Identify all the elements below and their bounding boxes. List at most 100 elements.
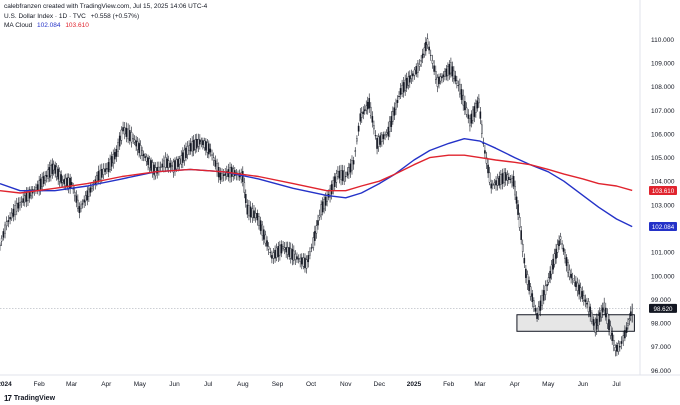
candle-body (269, 252, 272, 254)
x-tick-label: Sep (272, 381, 284, 388)
candle-body (393, 107, 396, 116)
candle-body (622, 335, 625, 342)
candle-body (576, 282, 579, 291)
candle-body (75, 195, 78, 203)
candle-body (297, 258, 300, 260)
candle-body (340, 170, 342, 180)
x-tick-label: Jul (612, 381, 621, 388)
candle-body (142, 153, 145, 157)
candle-body (401, 84, 403, 94)
candle-body (354, 150, 357, 152)
candle-body (0, 237, 3, 242)
candle-body (28, 189, 31, 199)
candle-body (109, 158, 111, 170)
candle-body (552, 258, 554, 270)
candle-body (333, 176, 336, 187)
candle-body (431, 60, 434, 64)
indicator-value-fast: 102.084 (37, 22, 61, 29)
tradingview-logo-icon: 17 (4, 394, 12, 403)
candle-body (492, 183, 494, 186)
x-tick-label: May (542, 381, 555, 388)
candle-body (454, 75, 457, 82)
candle-body (244, 194, 247, 204)
candle-body (122, 127, 124, 132)
candle-body (564, 252, 566, 260)
candle-body (374, 135, 377, 137)
tradingview-logo[interactable]: 17 TradingView (4, 394, 55, 403)
candle-body (192, 140, 195, 151)
y-tick-label: 103.000 (651, 202, 675, 209)
candle-body (369, 106, 372, 116)
candle-body (326, 195, 328, 202)
candle-body (352, 160, 355, 165)
candle-body (125, 127, 128, 137)
x-tick-label: Apr (101, 381, 112, 388)
candle-body (537, 306, 540, 316)
candle-body (83, 199, 85, 203)
candle-body (264, 234, 267, 244)
candle-body (148, 158, 151, 169)
candle-body (611, 332, 613, 341)
candle-body (97, 171, 100, 182)
candle-body (445, 68, 448, 77)
candle-body (156, 167, 159, 174)
candle-body (102, 168, 105, 175)
candle-body (520, 230, 522, 240)
candle-body (476, 100, 479, 109)
candle-body (153, 164, 155, 175)
candle-body (601, 307, 604, 313)
candle-body (254, 212, 257, 219)
candle-body (542, 290, 545, 301)
candle-body (462, 94, 465, 106)
x-tick-label: Feb (34, 381, 46, 388)
candle-body (481, 124, 483, 134)
candle-body (351, 160, 353, 171)
candle-body (490, 183, 492, 189)
candle-body (84, 195, 87, 202)
candle-body (0, 244, 1, 246)
candle-body (266, 240, 268, 247)
candle-body (526, 274, 529, 285)
candle-body (589, 306, 592, 317)
candle-body (619, 345, 621, 348)
candle-body (221, 173, 223, 179)
x-tick-label: Mar (66, 381, 78, 388)
candle-body (346, 171, 349, 176)
candle-body (118, 135, 121, 147)
candle-body (415, 66, 418, 75)
candle-body (35, 187, 37, 191)
candle-body (45, 175, 48, 178)
candle-body (128, 130, 131, 141)
candle-body (169, 162, 172, 168)
candle-body (592, 319, 595, 326)
candle-body (597, 315, 600, 326)
candle-body (117, 142, 119, 152)
candle-body (390, 116, 393, 127)
candle-body (495, 180, 497, 186)
candle-body (10, 212, 13, 219)
y-tick-label: 110.000 (651, 37, 674, 44)
candle-body (58, 171, 61, 182)
price-change: +0.558 (+0.57%) (90, 13, 140, 20)
indicator-legend[interactable]: MA Cloud 102.084 103.610 (4, 22, 92, 30)
candle-body (332, 180, 335, 191)
tradingview-logo-text: TradingView (13, 395, 56, 402)
ma-slow-line (0, 154, 633, 194)
candle-body (174, 160, 176, 172)
candle-body (506, 174, 509, 181)
candle-body (376, 138, 378, 149)
candle-body (289, 247, 292, 259)
instrument-legend[interactable]: U.S. Dollar Index · 1D · TVC +0.558 (+0.… (4, 13, 142, 21)
candle-body (7, 220, 10, 222)
candle-body (305, 259, 308, 269)
candle-body (296, 256, 298, 260)
candle-body (4, 224, 6, 234)
candle-body (315, 225, 318, 234)
candle-body (515, 196, 518, 204)
candle-body (211, 154, 213, 156)
candle-body (498, 175, 501, 186)
candle-body (288, 247, 291, 257)
candle-body (194, 139, 197, 150)
candle-body (275, 247, 278, 258)
